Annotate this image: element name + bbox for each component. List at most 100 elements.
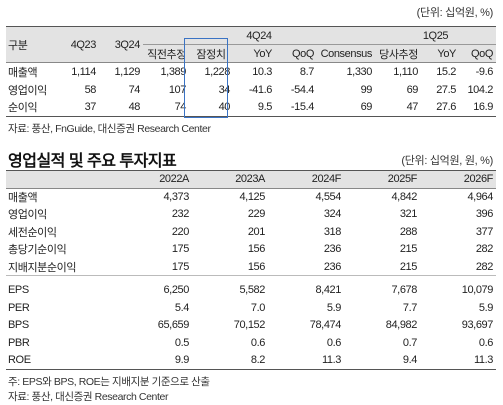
earnings-preview-table: 구분 4Q23 3Q24 4Q24 1Q25 직전추정 잠정치 YoY QoQ … (6, 26, 496, 117)
row-label: BPS (8, 319, 29, 332)
cell: 1,389 (160, 65, 186, 78)
header-consensus: Consensus (317, 44, 375, 63)
cell: -9.6 (475, 65, 494, 78)
cell: 78,474 (309, 319, 342, 332)
cell: 58 (84, 83, 97, 96)
cell: 8.7 (299, 65, 314, 78)
row-label: ROE (6, 351, 116, 370)
cell: 69 (317, 98, 375, 117)
cell: 4,554 (315, 191, 341, 203)
row-label: EPS (8, 284, 29, 297)
table-row: 순이익 37 48 74 40 9.5 -15.4 69 47 27.6 16.… (6, 98, 496, 117)
cell: 236 (323, 243, 342, 256)
cell: 37 (58, 98, 99, 117)
top-table-unit: (단위: 십억원, %) (416, 7, 494, 19)
cell: 156 (247, 243, 266, 256)
table-row: PBR 0.5 0.6 0.6 0.7 0.6 (6, 334, 496, 352)
table-row: PER 5.4 7.0 5.9 7.7 5.9 (6, 299, 496, 317)
cell: 84,982 (385, 319, 418, 332)
cell: 8.2 (192, 351, 268, 370)
cell: 324 (323, 208, 342, 221)
table-row: 매출액 1,114 1,129 1,389 1,228 10.3 8.7 1,3… (6, 63, 496, 81)
table-row: 영업이익 232 229 324 321 396 (6, 206, 496, 224)
cell: 10.3 (252, 65, 272, 78)
bottom-table-source: 자료: 풍산, 대신증권 Research Center (8, 391, 169, 403)
cell: 74 (128, 83, 141, 96)
top-table-source: 자료: 풍산, FnGuide, 대신증권 Research Center (8, 123, 211, 135)
table-row: 지배지분순이익 175 156 236 215 282 (6, 258, 496, 276)
header-group-4q24: 4Q24 (143, 26, 375, 45)
cell: 1,110 (393, 65, 418, 78)
row-label: 영업이익 (8, 84, 47, 97)
cell: 0.5 (174, 336, 189, 349)
header-year: 2024F (268, 170, 344, 189)
cell: 7.7 (402, 301, 417, 314)
cell: 4,842 (391, 191, 417, 203)
header-year: 2026F (420, 170, 496, 189)
row-label: 세전순이익 (8, 226, 57, 239)
cell: 229 (247, 208, 266, 221)
cell: 93,697 (461, 319, 494, 332)
row-label: 지배지분순이익 (6, 258, 116, 276)
header-yoy-1q25: YoY (421, 44, 459, 63)
cell: 5.4 (174, 301, 189, 314)
cell: 9.9 (116, 351, 192, 370)
header-preliminary: 잠정치 (189, 44, 233, 63)
cell: 16.9 (459, 98, 496, 117)
table-row: 영업이익 58 74 107 34 -41.6 -54.4 99 69 27.5… (6, 81, 496, 99)
cell: 5.9 (478, 301, 493, 314)
cell: 9.4 (344, 351, 420, 370)
header-our-estimate: 당사추정 (375, 44, 421, 63)
cell: 288 (399, 225, 418, 238)
cell: 47 (375, 98, 421, 117)
header-year: 2025F (344, 170, 420, 189)
cell: 4,964 (467, 191, 493, 203)
table-row: 매출액 4,373 4,125 4,554 4,842 4,964 (6, 188, 496, 206)
cell: 8,421 (315, 284, 341, 297)
header-label: 구분 (6, 26, 58, 63)
header-yoy: YoY (233, 44, 275, 63)
section-title: 영업실적 및 주요 투자지표 (8, 153, 177, 170)
cell: 236 (268, 258, 344, 276)
cell: 40 (189, 98, 233, 117)
cell: 377 (475, 225, 494, 238)
table-row: ROE 9.9 8.2 11.3 9.4 11.3 (6, 351, 496, 370)
cell: 15.2 (436, 65, 456, 78)
cell: 4,125 (239, 191, 265, 203)
cell: 215 (399, 243, 418, 256)
cell: 215 (344, 258, 420, 276)
cell: 282 (420, 258, 496, 276)
row-label: 영업이익 (8, 209, 47, 222)
cell: 1,330 (346, 65, 372, 78)
cell: 10,079 (461, 284, 494, 297)
cell: 7,678 (391, 284, 417, 297)
cell: 65,659 (157, 319, 190, 332)
cell: 321 (399, 208, 418, 221)
cell: 1,129 (114, 65, 140, 78)
cell: 175 (171, 243, 190, 256)
cell: -15.4 (275, 98, 317, 117)
row-label: 매출액 (8, 66, 38, 79)
cell: 0.6 (326, 336, 341, 349)
cell: 34 (218, 83, 231, 96)
bottom-table-note: 주: EPS와 BPS, ROE는 지배지분 기준으로 산출 (8, 376, 210, 388)
cell: 99 (360, 83, 373, 96)
table-row: BPS 65,659 70,152 78,474 84,982 93,697 (6, 317, 496, 335)
row-label: PBR (8, 336, 30, 349)
cell: 11.3 (420, 351, 496, 370)
cell: 282 (475, 243, 494, 256)
cell: 48 (99, 98, 143, 117)
table-row: EPS 6,250 5,582 8,421 7,678 10,079 (6, 282, 496, 300)
table-row: 세전순이익 220 201 318 288 377 (6, 223, 496, 241)
cell: 156 (192, 258, 268, 276)
cell: 5.9 (326, 301, 341, 314)
header-blank (6, 170, 116, 189)
header-3q24: 3Q24 (99, 26, 143, 63)
header-group-1q25: 1Q25 (375, 26, 496, 45)
header-year: 2023A (192, 170, 268, 189)
cell: -41.6 (248, 83, 272, 96)
cell: 9.5 (233, 98, 275, 117)
cell: 11.3 (268, 351, 344, 370)
header-qoq: QoQ (275, 44, 317, 63)
cell: 396 (475, 208, 494, 221)
